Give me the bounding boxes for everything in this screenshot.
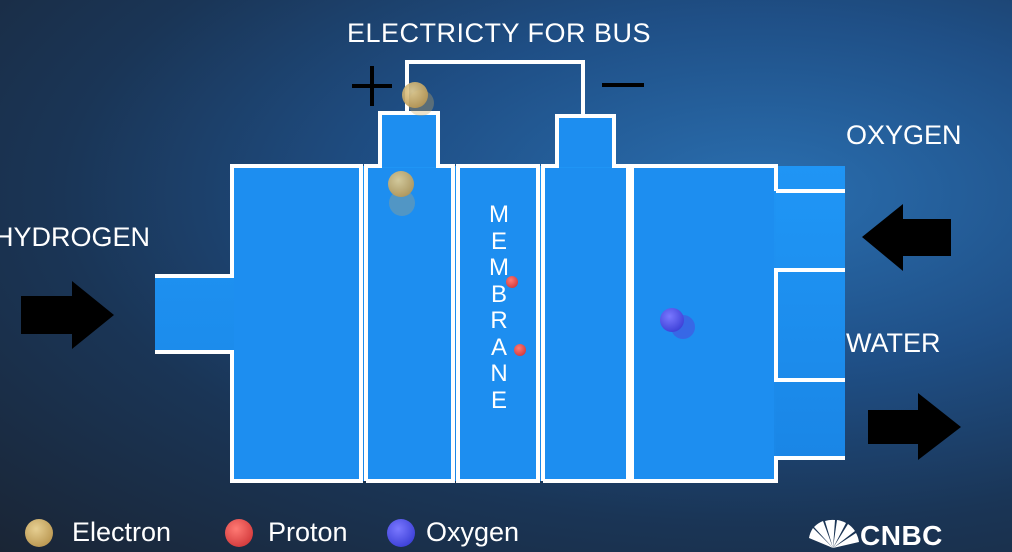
cnbc-peacock-icon [809, 519, 859, 548]
legend-label: Oxygen [426, 517, 520, 547]
hydrogen-in-arrow-icon [21, 281, 114, 349]
membrane-letter: M [489, 254, 509, 281]
oxygen-label: OXYGEN [846, 120, 962, 150]
membrane-letter: R [490, 307, 508, 334]
legend-electron-icon [25, 519, 53, 547]
hydrogen-label: HYDROGEN [0, 222, 151, 252]
water-label: WATER [846, 328, 941, 358]
electron-particles [388, 82, 434, 216]
brand-name: CNBC [860, 520, 943, 551]
fuel-cell-outline [155, 60, 845, 483]
membrane-letter: A [490, 333, 507, 361]
membrane-letter: E [490, 227, 507, 255]
membrane-letter: E [490, 386, 507, 414]
legend-label: Electron [72, 517, 172, 547]
membrane-label: M E M B R A N E [486, 201, 512, 414]
water-out-arrow-icon [868, 393, 961, 460]
oxygen-in-arrow-icon [862, 204, 951, 271]
diagram-title: ELECTRICTY FOR BUS [347, 18, 652, 48]
legend-proton-icon [225, 519, 253, 547]
proton-particles [506, 276, 526, 356]
membrane-letter: N [490, 360, 508, 387]
membrane-letter: B [490, 280, 507, 308]
legend-label: Proton [268, 517, 348, 547]
membrane-letter: M [489, 201, 509, 228]
plus-terminal-icon [352, 66, 392, 106]
legend-oxygen-icon [387, 519, 415, 547]
oxygen-particles [660, 308, 695, 339]
